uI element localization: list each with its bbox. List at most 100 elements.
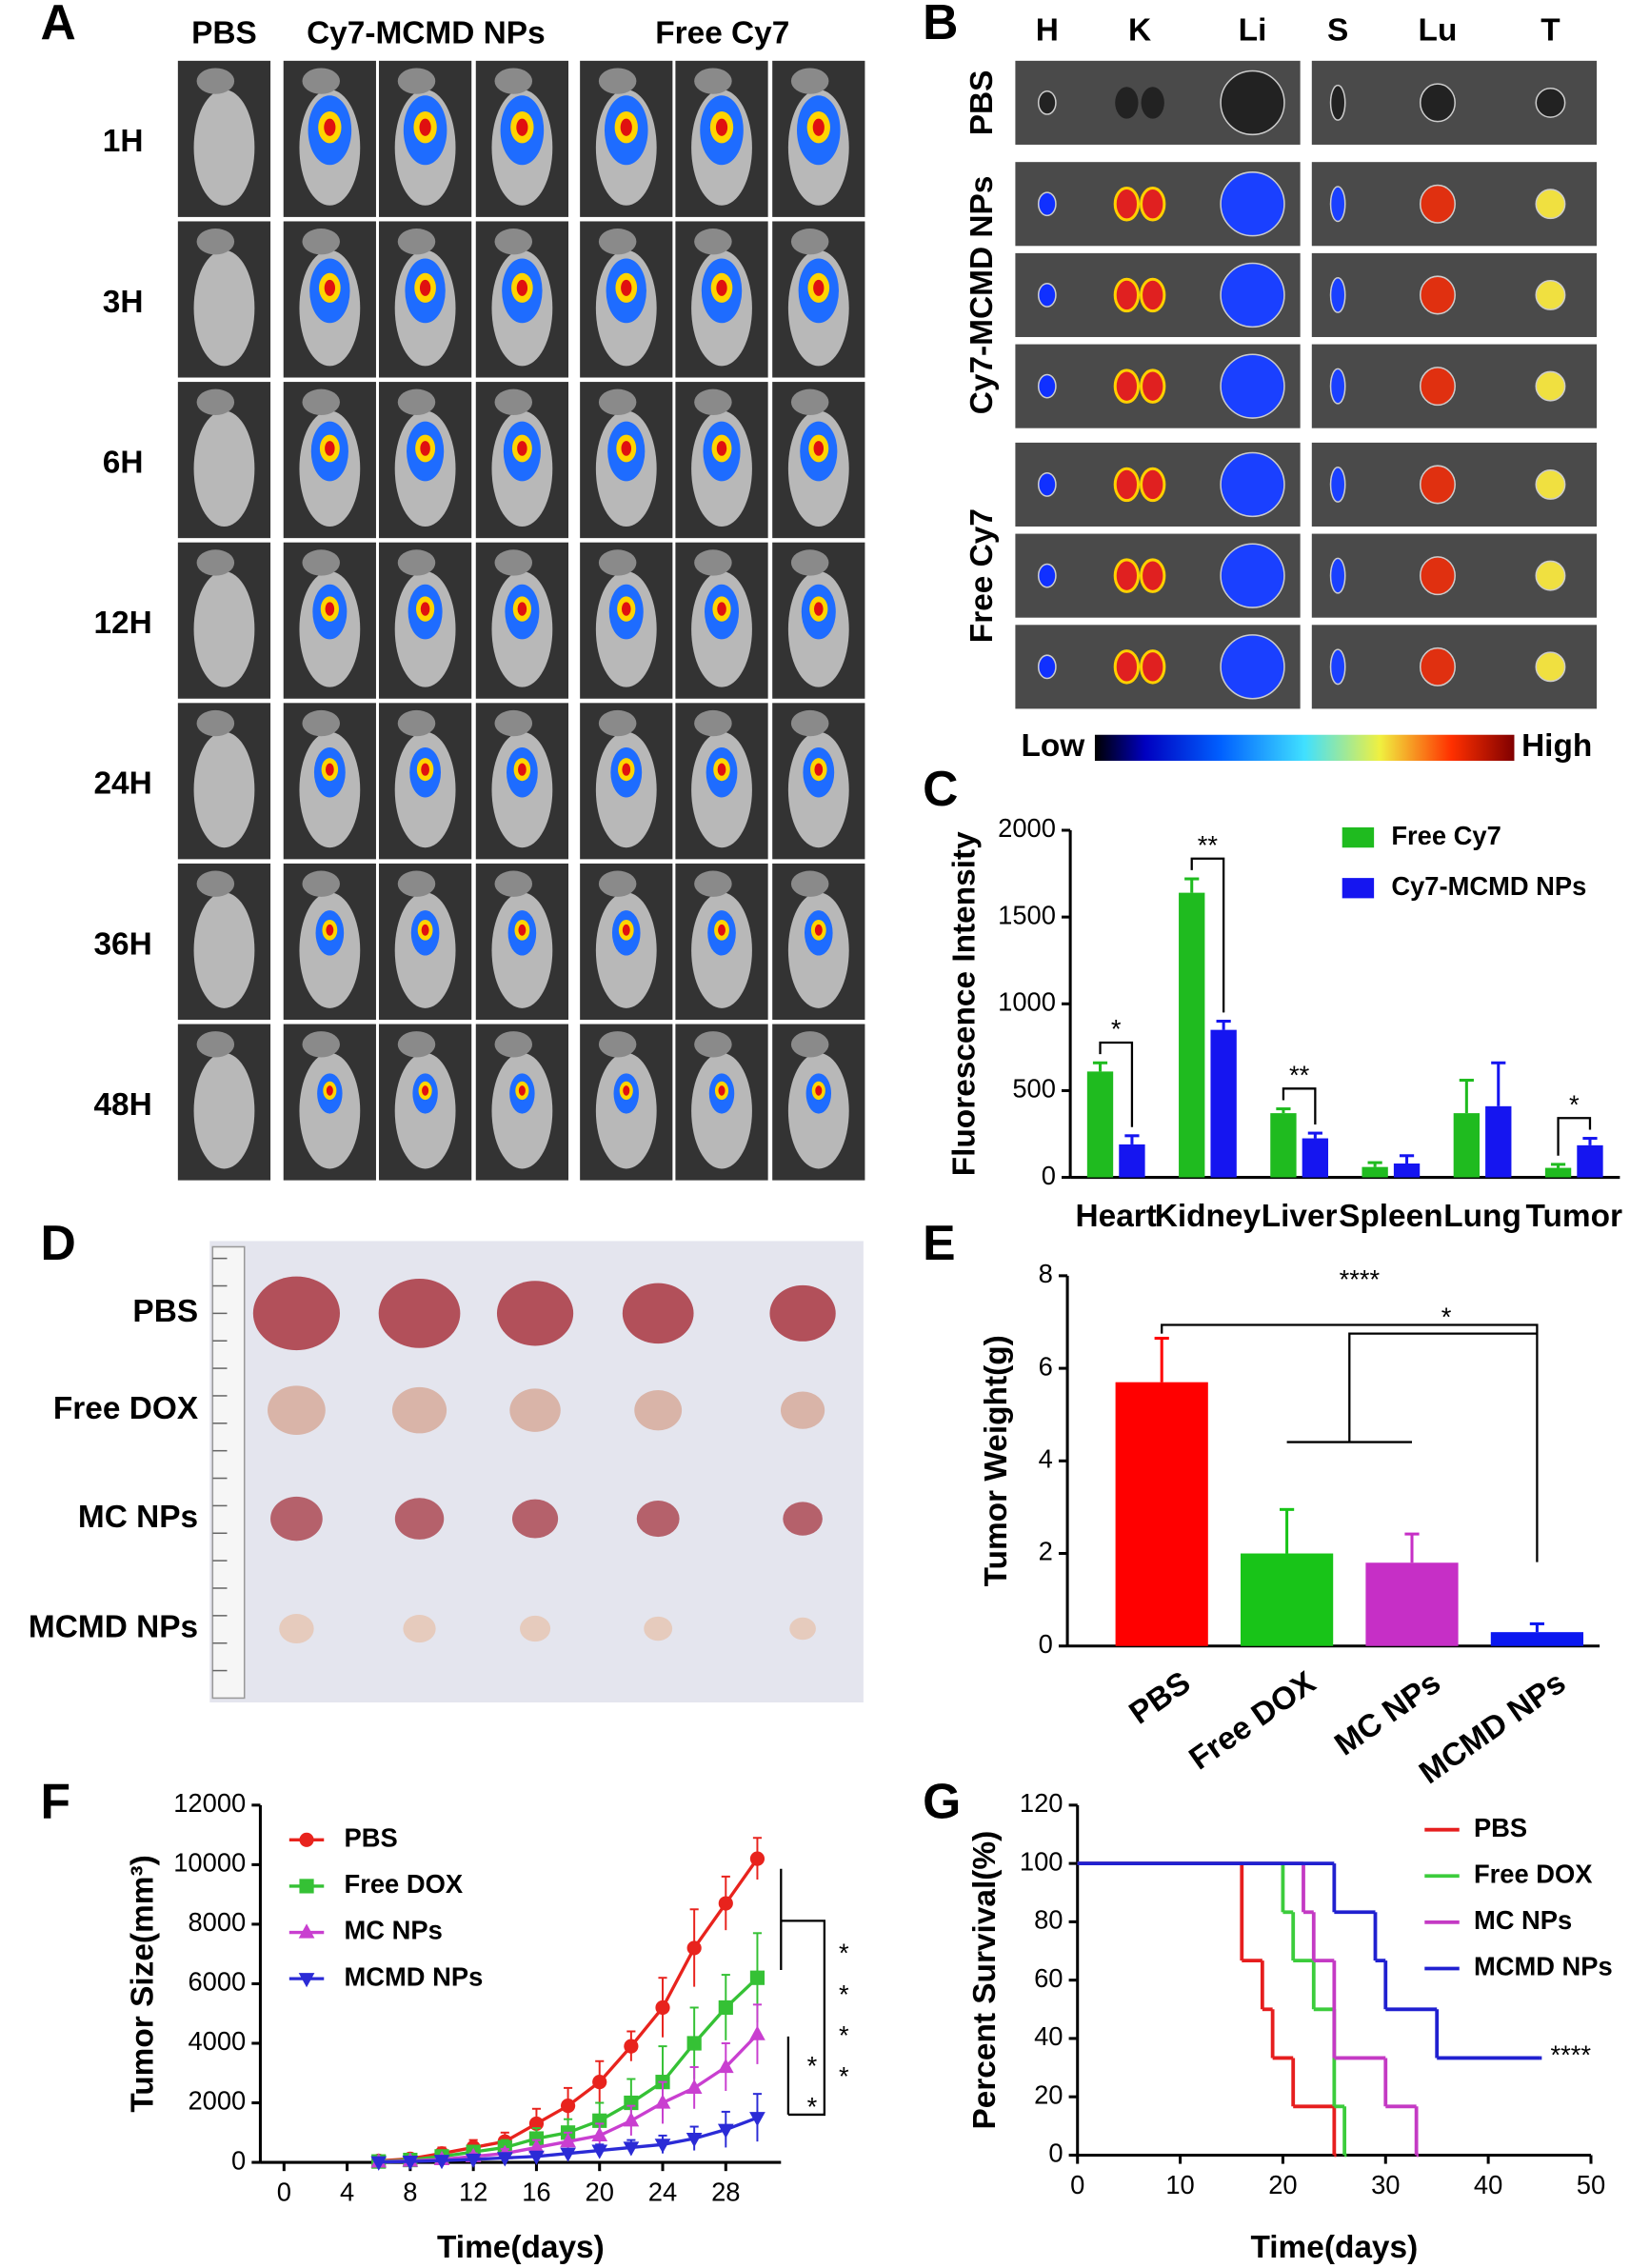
row-label: MCMD NPs	[29, 1609, 198, 1644]
organ	[1220, 543, 1285, 608]
organ	[1419, 275, 1456, 315]
organ	[1535, 468, 1566, 500]
organ	[1140, 649, 1166, 685]
tumor	[403, 1614, 436, 1643]
organ	[1535, 87, 1566, 118]
marker	[623, 2141, 640, 2157]
legend-label: MC NPs	[1474, 1905, 1572, 1935]
y-tick-label: 2	[1039, 1537, 1053, 1566]
organ	[1329, 368, 1346, 405]
mouse-head	[694, 709, 732, 737]
mouse-head	[598, 870, 637, 897]
y-tick-label: 0	[1039, 1629, 1053, 1659]
legend-label: PBS	[345, 1823, 398, 1853]
y-axis-label: Tumor Weight(g)	[979, 1335, 1014, 1586]
significance-bracket	[1161, 1323, 1539, 1562]
legend-marker	[298, 1973, 315, 1988]
mouse-head	[397, 229, 436, 255]
mouse-head	[397, 549, 436, 576]
organ	[1037, 563, 1057, 588]
bar	[1119, 1144, 1145, 1178]
organ	[1329, 466, 1346, 503]
y-tick-label: 120	[1020, 1788, 1063, 1818]
signal	[622, 763, 631, 776]
y-tick-label: 2000	[998, 813, 1056, 843]
organ	[1113, 649, 1141, 685]
row-label: Free Cy7	[964, 508, 1000, 643]
y-tick-label: 4	[1039, 1444, 1053, 1474]
row-label: 3H	[103, 285, 144, 320]
marker	[496, 2152, 513, 2167]
organ	[1419, 184, 1456, 224]
column-label: Li	[1239, 12, 1267, 48]
mouse-head	[397, 68, 436, 94]
signal	[326, 1085, 333, 1096]
organ	[1140, 558, 1166, 593]
signal	[517, 602, 527, 616]
mouse-head	[598, 549, 637, 576]
signal	[420, 602, 430, 616]
legend-marker	[299, 1832, 314, 1847]
mouse-head	[302, 870, 340, 897]
bar	[1115, 1382, 1208, 1646]
column-label: PBS	[191, 15, 257, 50]
mouse-body	[193, 249, 255, 367]
y-tick-label: 8	[1039, 1259, 1053, 1288]
bar	[1453, 1113, 1481, 1178]
tumor	[509, 1388, 561, 1432]
signal	[420, 441, 430, 456]
mouse-head	[694, 229, 732, 255]
legend-label: Cy7-MCMD NPs	[1391, 871, 1586, 901]
mouse-head	[598, 1031, 637, 1058]
significance-bracket	[1282, 1087, 1317, 1124]
marker	[528, 2131, 545, 2146]
marker	[560, 2147, 576, 2162]
panel-letter: A	[41, 0, 76, 50]
x-axis-label: Time(days)	[437, 2230, 605, 2265]
organ	[1419, 647, 1456, 686]
signal	[621, 441, 631, 456]
signal	[621, 279, 632, 296]
x-axis-label: Time(days)	[1250, 2230, 1418, 2265]
panel-letter: E	[923, 1215, 955, 1270]
organ	[1140, 368, 1166, 404]
signal	[718, 924, 726, 936]
signal	[815, 1085, 823, 1096]
mouse-head	[196, 229, 235, 255]
marker	[528, 2139, 545, 2154]
signal	[517, 441, 527, 456]
legend-label: Free Cy7	[1391, 821, 1501, 850]
signal	[813, 441, 825, 456]
marker	[560, 2099, 576, 2114]
y-tick-label: 40	[1034, 2021, 1063, 2051]
mouse-head	[196, 709, 235, 737]
organ	[1140, 467, 1166, 503]
column-label: S	[1327, 12, 1348, 48]
mouse-head	[694, 68, 732, 94]
bar	[1365, 1562, 1459, 1646]
organ	[1329, 186, 1346, 223]
mouse-head	[196, 1031, 235, 1058]
row-label: 36H	[93, 926, 151, 962]
organ	[1140, 187, 1166, 222]
row-label: Free DOX	[53, 1391, 198, 1426]
mouse-head	[302, 549, 340, 576]
mouse-head	[302, 388, 340, 416]
organ	[1037, 373, 1057, 399]
x-tick-label: 4	[340, 2178, 354, 2207]
marker	[749, 2025, 765, 2040]
tumor	[378, 1278, 461, 1348]
tumor	[496, 1281, 574, 1346]
legend-swatch	[1342, 826, 1375, 848]
marker	[592, 2075, 607, 2090]
organ	[1419, 83, 1456, 123]
x-tick-label: 24	[648, 2178, 677, 2207]
organ	[1535, 651, 1566, 683]
panel-letter: D	[41, 1215, 76, 1270]
organ	[1037, 472, 1057, 497]
mouse-head	[494, 388, 533, 416]
signal	[812, 118, 825, 136]
signal	[813, 602, 824, 616]
organ	[1220, 70, 1285, 136]
mouse-head	[598, 68, 637, 94]
